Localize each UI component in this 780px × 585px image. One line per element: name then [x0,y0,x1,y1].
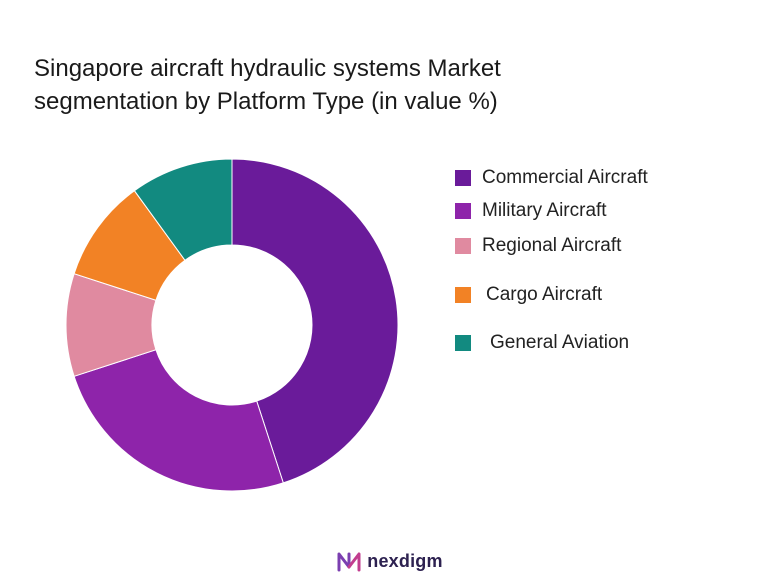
donut-slice-general-aviation [133,158,233,261]
brand-name: nexdigm [367,550,443,571]
legend-label-commercial-aircraft: Commercial Aircraft [482,167,648,188]
chart-title-line-1: Singapore aircraft hydraulic systems Mar… [34,55,501,82]
legend-item-regional-aircraft: Regional Aircraft [455,234,621,258]
legend-swatch-general-aviation [455,335,471,351]
nexdigm-logo-icon [337,552,361,572]
legend-label-regional-aircraft: Regional Aircraft [482,235,622,256]
donut-slice-military-aircraft [73,349,284,492]
brand-footer: nexdigm [0,550,780,572]
legend-swatch-military-aircraft [455,203,471,219]
legend-item-general-aviation: General Aviation [455,331,629,355]
legend-item-commercial-aircraft: Commercial Aircraft [455,166,648,190]
legend-label-cargo-aircraft: Cargo Aircraft [486,284,603,305]
legend-swatch-cargo-aircraft [455,287,471,303]
legend-swatch-regional-aircraft [455,238,471,254]
legend-label-military-aircraft: Military Aircraft [482,200,607,221]
legend-item-cargo-aircraft: Cargo Aircraft [455,283,602,307]
chart-title-line-2: segmentation by Platform Type (in value … [34,88,498,115]
legend-swatch-commercial-aircraft [455,170,471,186]
legend-item-military-aircraft: Military Aircraft [455,199,607,223]
chart-title: Singapore aircraft hydraulic systems Mar… [34,52,734,118]
donut-slice-commercial-aircraft [231,158,399,484]
legend-label-general-aviation: General Aviation [490,332,630,353]
